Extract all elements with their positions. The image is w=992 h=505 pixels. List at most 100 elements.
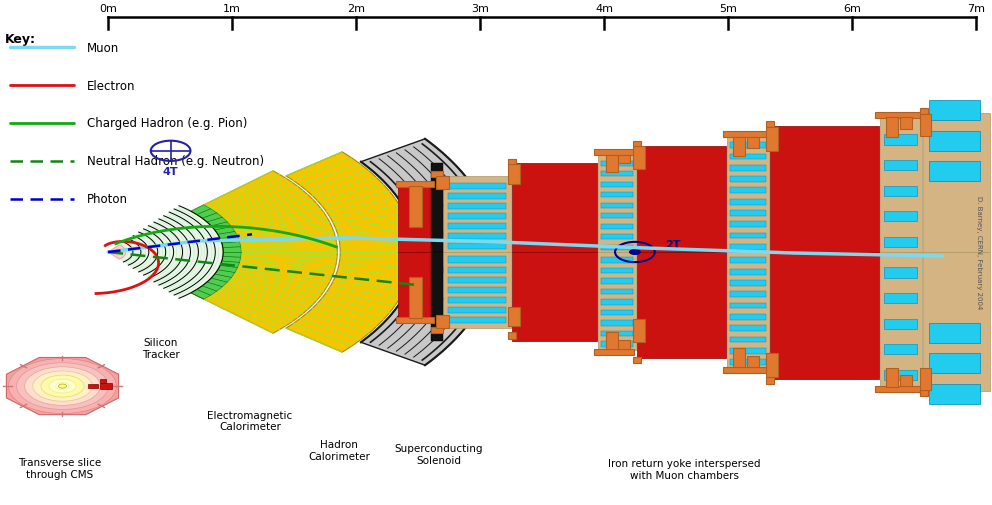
Bar	[884, 237, 918, 247]
Text: 2m: 2m	[347, 4, 365, 14]
Bar	[601, 279, 633, 284]
Bar	[884, 319, 918, 329]
Bar	[730, 211, 766, 217]
Bar	[99, 379, 106, 383]
Bar	[727, 252, 769, 369]
Bar	[598, 155, 636, 252]
Text: Photon: Photon	[87, 193, 128, 206]
Text: Hadron
Calorimeter: Hadron Calorimeter	[309, 439, 370, 461]
Bar	[730, 177, 766, 183]
Bar	[88, 384, 97, 389]
Bar	[923, 114, 990, 252]
Bar	[396, 181, 434, 188]
Bar	[448, 277, 506, 283]
Bar	[448, 308, 506, 314]
Bar	[770, 126, 879, 252]
Bar	[637, 252, 726, 359]
Circle shape	[41, 375, 84, 397]
Bar	[730, 166, 766, 171]
Bar	[730, 280, 766, 286]
Bar	[880, 117, 922, 252]
Bar	[431, 164, 443, 252]
Bar	[900, 375, 912, 386]
Bar	[880, 252, 922, 388]
Bar	[633, 358, 641, 364]
Circle shape	[56, 383, 69, 390]
Bar	[920, 368, 931, 390]
Bar	[601, 289, 633, 294]
Bar	[766, 127, 778, 152]
Bar	[601, 182, 633, 187]
Bar	[431, 327, 443, 334]
Bar	[431, 171, 443, 178]
Bar	[875, 386, 927, 392]
Bar	[594, 150, 634, 156]
Bar	[601, 341, 633, 347]
Bar	[436, 177, 449, 189]
Bar	[730, 154, 766, 160]
Bar	[448, 267, 506, 273]
Bar	[448, 224, 506, 230]
Bar	[730, 348, 766, 354]
Bar	[448, 204, 506, 210]
Bar	[730, 292, 766, 297]
Bar	[730, 244, 766, 250]
Text: 1m: 1m	[223, 4, 241, 14]
Bar	[884, 370, 918, 380]
Text: Iron return yoke interspersed
with Muon chambers: Iron return yoke interspersed with Muon …	[608, 459, 761, 480]
Bar	[730, 269, 766, 275]
Bar	[436, 316, 449, 328]
Bar	[448, 214, 506, 220]
Bar	[99, 384, 112, 389]
Text: D. Barney, CERN, February 2004: D. Barney, CERN, February 2004	[976, 196, 982, 309]
Bar	[448, 183, 506, 189]
Bar	[512, 252, 597, 341]
Bar	[633, 146, 645, 169]
Bar	[747, 356, 759, 367]
Bar	[409, 278, 422, 318]
Bar	[884, 161, 918, 171]
Bar	[508, 333, 516, 339]
Bar	[601, 299, 633, 305]
Bar	[920, 115, 931, 136]
Bar	[884, 186, 918, 196]
Bar	[930, 323, 980, 343]
Text: 4m: 4m	[595, 4, 613, 14]
Bar	[448, 297, 506, 304]
Circle shape	[59, 384, 66, 388]
Bar	[512, 164, 597, 252]
Polygon shape	[361, 139, 495, 366]
Text: Key:: Key:	[5, 32, 36, 45]
Bar	[766, 122, 774, 128]
Bar	[606, 156, 618, 173]
Text: Charged Hadron (e.g. Pion): Charged Hadron (e.g. Pion)	[87, 117, 248, 130]
Bar	[766, 353, 778, 377]
Bar	[601, 224, 633, 229]
Bar	[606, 332, 618, 349]
Bar	[884, 135, 918, 145]
Bar	[930, 354, 980, 374]
Polygon shape	[190, 172, 337, 333]
Bar	[930, 162, 980, 182]
Text: 2T: 2T	[665, 240, 681, 250]
Bar	[730, 314, 766, 320]
Text: 6m: 6m	[843, 4, 861, 14]
Bar	[431, 252, 443, 341]
Bar	[886, 368, 898, 387]
Text: 7m: 7m	[967, 4, 985, 14]
Bar	[930, 101, 980, 121]
Bar	[730, 326, 766, 331]
Bar	[448, 287, 506, 293]
Polygon shape	[6, 358, 119, 415]
Text: Electromagnetic
Calorimeter: Electromagnetic Calorimeter	[207, 410, 293, 432]
Bar	[920, 109, 928, 115]
Bar	[723, 132, 771, 138]
Bar	[601, 172, 633, 177]
Bar	[448, 234, 506, 240]
Bar	[448, 244, 506, 250]
Polygon shape	[286, 153, 414, 352]
Bar	[884, 212, 918, 222]
Bar	[443, 177, 511, 252]
Bar	[730, 258, 766, 264]
Bar	[448, 257, 506, 263]
